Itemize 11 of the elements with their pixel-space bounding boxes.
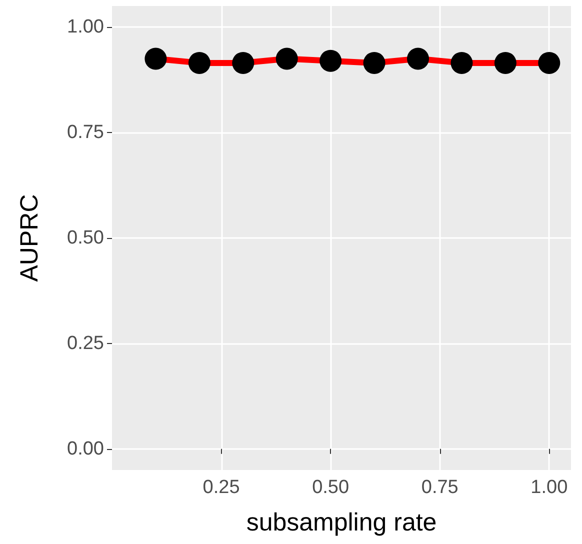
x-tick-label: 0.25	[202, 477, 240, 498]
x-axis-title: subsampling rate	[246, 508, 437, 536]
y-tick-label: 0.75	[67, 122, 104, 144]
y-tick-label: 1.00	[67, 16, 104, 38]
x-tick-label: 0.75	[421, 477, 458, 498]
y-tick-label: 0.00	[67, 438, 104, 460]
x-tick-label: 1.00	[530, 477, 568, 498]
x-tick-label: 0.50	[312, 477, 350, 498]
y-axis-title: AUPRC	[16, 194, 44, 282]
y-tick-label: 0.50	[67, 228, 104, 248]
y-tick-label: 0.25	[67, 332, 104, 354]
